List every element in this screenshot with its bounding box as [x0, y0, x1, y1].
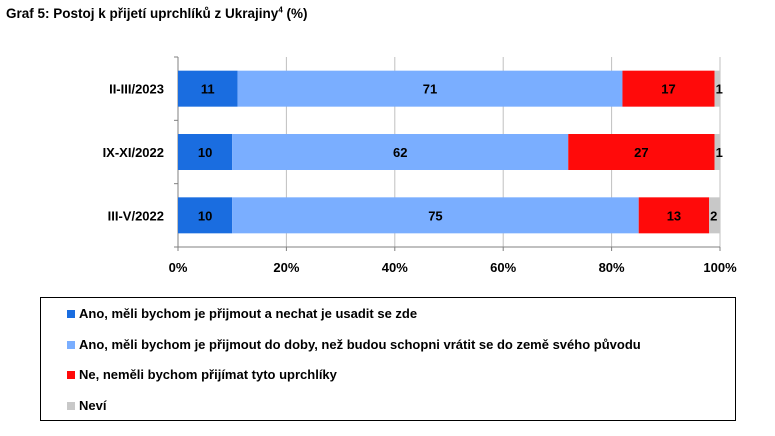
data-label: 13 [667, 208, 681, 223]
category-label: III-V/2022 [108, 208, 164, 223]
category-label: II-III/2023 [109, 82, 164, 97]
data-label: 75 [428, 208, 442, 223]
category-label: IX-XI/2022 [103, 145, 164, 160]
x-tick-label: 20% [273, 260, 299, 275]
legend-label: Ano, měli bychom je přijmout do doby, ne… [79, 337, 641, 352]
legend-label: Neví [79, 398, 107, 413]
chart-title: Graf 5: Postoj k přijetí uprchlíků z Ukr… [6, 5, 308, 21]
x-tick-label: 40% [382, 260, 408, 275]
x-tick-label: 100% [703, 260, 737, 275]
data-label: 10 [198, 208, 212, 223]
data-label: 71 [423, 82, 437, 97]
data-label: 11 [201, 82, 215, 97]
data-label: 27 [634, 145, 648, 160]
legend-label: Ano, měli bychom je přijmout a nechat je… [79, 306, 418, 321]
bar-segment [709, 197, 720, 234]
legend-swatch [67, 401, 75, 410]
legend: Ano, měli bychom je přijmout a nechat je… [40, 297, 736, 421]
bar-segment [714, 134, 720, 170]
bar-segment [714, 70, 720, 107]
x-tick-label: 80% [599, 260, 625, 275]
data-label: 17 [661, 82, 675, 97]
bar-segment [568, 134, 715, 170]
legend-label: Ne, neměli bychom přijímat tyto uprchlík… [79, 367, 337, 382]
bar-segment [232, 197, 639, 234]
bar-segment [178, 134, 233, 170]
x-tick-label: 0% [169, 260, 188, 275]
bar-segment [622, 70, 715, 107]
bar-segment [237, 70, 623, 107]
legend-swatch [67, 340, 75, 349]
bar-segment [232, 134, 569, 170]
legend-item: Ne, neměli bychom přijímat tyto uprchlík… [67, 367, 337, 382]
bar-segment [638, 197, 710, 234]
legend-swatch [67, 370, 75, 379]
bar-segment [178, 197, 233, 234]
stacked-bar-chart: 0% 20% 40% 60% 80% 100%II-III/2023 11 71 17 1IX-X… [103, 56, 737, 275]
legend-swatch [67, 309, 75, 318]
legend-item: Ano, měli bychom je přijmout a nechat je… [67, 306, 417, 321]
data-label: 1 [716, 82, 723, 97]
x-tick-label: 60% [490, 260, 516, 275]
legend-item: Ano, měli bychom je přijmout do doby, ne… [67, 337, 641, 352]
legend-item: Neví [67, 398, 106, 413]
data-label: 10 [198, 145, 212, 160]
data-label: 2 [710, 208, 717, 223]
bar-segment [178, 70, 238, 107]
data-label: 1 [716, 145, 723, 160]
data-label: 62 [393, 145, 407, 160]
